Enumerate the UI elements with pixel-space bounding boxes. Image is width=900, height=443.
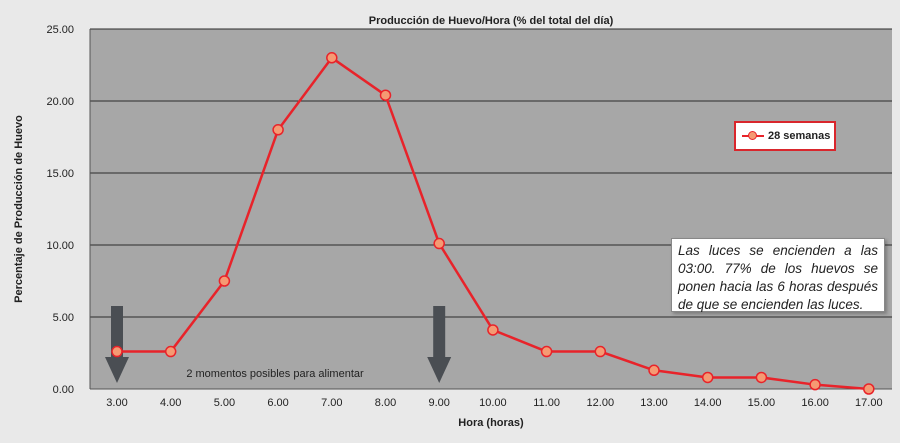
x-tick-label: 15.00	[748, 397, 776, 409]
data-point	[218, 275, 231, 287]
legend-swatch-icon	[742, 130, 764, 142]
x-tick-label: 16.00	[801, 397, 829, 409]
feeding-annotation: 2 momentos posibles para alimentar	[186, 368, 364, 380]
feeding-arrow-head-icon	[427, 357, 452, 383]
x-tick-label: 7.00	[321, 397, 342, 409]
x-tick-label: 11.00	[533, 397, 560, 409]
y-tick-label: 15.00	[46, 168, 74, 180]
legend: 28 semanas	[734, 121, 836, 151]
feeding-arrow-icon	[111, 306, 123, 358]
data-point	[326, 52, 338, 64]
x-tick-label: 9.00	[428, 397, 449, 409]
x-tick-label: 3.00	[106, 397, 127, 409]
x-tick-label: 6.00	[267, 397, 288, 409]
data-point	[701, 371, 714, 384]
data-point	[540, 345, 553, 358]
data-point	[809, 378, 821, 391]
y-tick-label: 10.00	[46, 240, 74, 252]
x-tick-label: 8.00	[375, 397, 396, 409]
data-point	[272, 124, 284, 136]
x-tick-label: 13.00	[640, 397, 668, 409]
y-axis-label: Percentaje de Producción de Huevo	[13, 115, 25, 303]
x-tick-label: 12.00	[587, 397, 615, 409]
data-point	[594, 345, 607, 358]
chart-title: Producción de Huevo/Hora (% del total de…	[369, 15, 614, 27]
x-tick-label: 17.00	[855, 397, 883, 409]
x-axis-label: Hora (horas)	[458, 417, 524, 429]
x-tick-label: 4.00	[160, 397, 181, 409]
feeding-arrow-icon	[433, 306, 446, 358]
data-point	[487, 324, 499, 336]
x-tick-label: 14.00	[694, 397, 722, 409]
data-point	[863, 383, 875, 395]
data-point	[164, 345, 177, 358]
data-point	[755, 371, 768, 384]
y-tick-label: 5.00	[53, 312, 74, 324]
data-point	[379, 89, 392, 101]
feeding-arrow-head-icon	[105, 357, 129, 383]
x-tick-label: 10.00	[479, 397, 507, 409]
legend-label: 28 semanas	[768, 130, 831, 142]
x-tick-label: 5.00	[214, 397, 235, 409]
y-tick-label: 0.00	[53, 384, 74, 396]
data-point	[648, 364, 660, 377]
y-tick-label: 25.00	[46, 24, 74, 36]
data-point	[111, 345, 123, 358]
annotation-note: Las luces se encienden a las 03:00. 77% …	[671, 238, 885, 312]
data-point	[433, 237, 445, 250]
y-tick-label: 20.00	[46, 96, 74, 108]
